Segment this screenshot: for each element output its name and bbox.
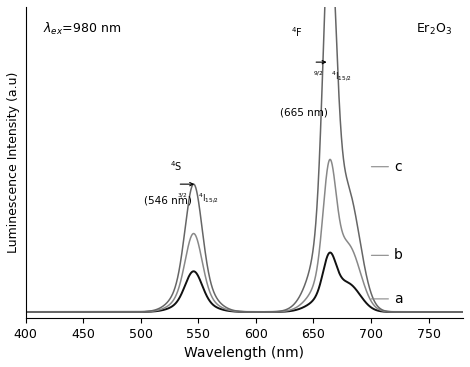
Text: $^4$I$_{15/2}$: $^4$I$_{15/2}$ (330, 69, 352, 84)
Text: $_{3/2}$: $_{3/2}$ (178, 192, 188, 201)
Text: (546 nm): (546 nm) (144, 196, 192, 206)
X-axis label: Wavelength (nm): Wavelength (nm) (184, 346, 304, 360)
Text: $^4$F: $^4$F (291, 25, 303, 39)
Text: $_{9/2}$: $_{9/2}$ (313, 69, 324, 79)
Text: b: b (371, 248, 403, 262)
Y-axis label: Luminescence Intensity (a.u): Luminescence Intensity (a.u) (7, 72, 20, 253)
Text: $\lambda_{ex}$=980 nm: $\lambda_{ex}$=980 nm (43, 21, 121, 37)
Text: $^4$S: $^4$S (170, 159, 182, 172)
Text: a: a (371, 292, 403, 306)
Text: $^4$I$_{15/2}$: $^4$I$_{15/2}$ (198, 192, 219, 206)
Text: Er$_2$O$_3$: Er$_2$O$_3$ (415, 22, 452, 37)
Text: (665 nm): (665 nm) (280, 107, 328, 117)
Text: c: c (371, 160, 401, 174)
